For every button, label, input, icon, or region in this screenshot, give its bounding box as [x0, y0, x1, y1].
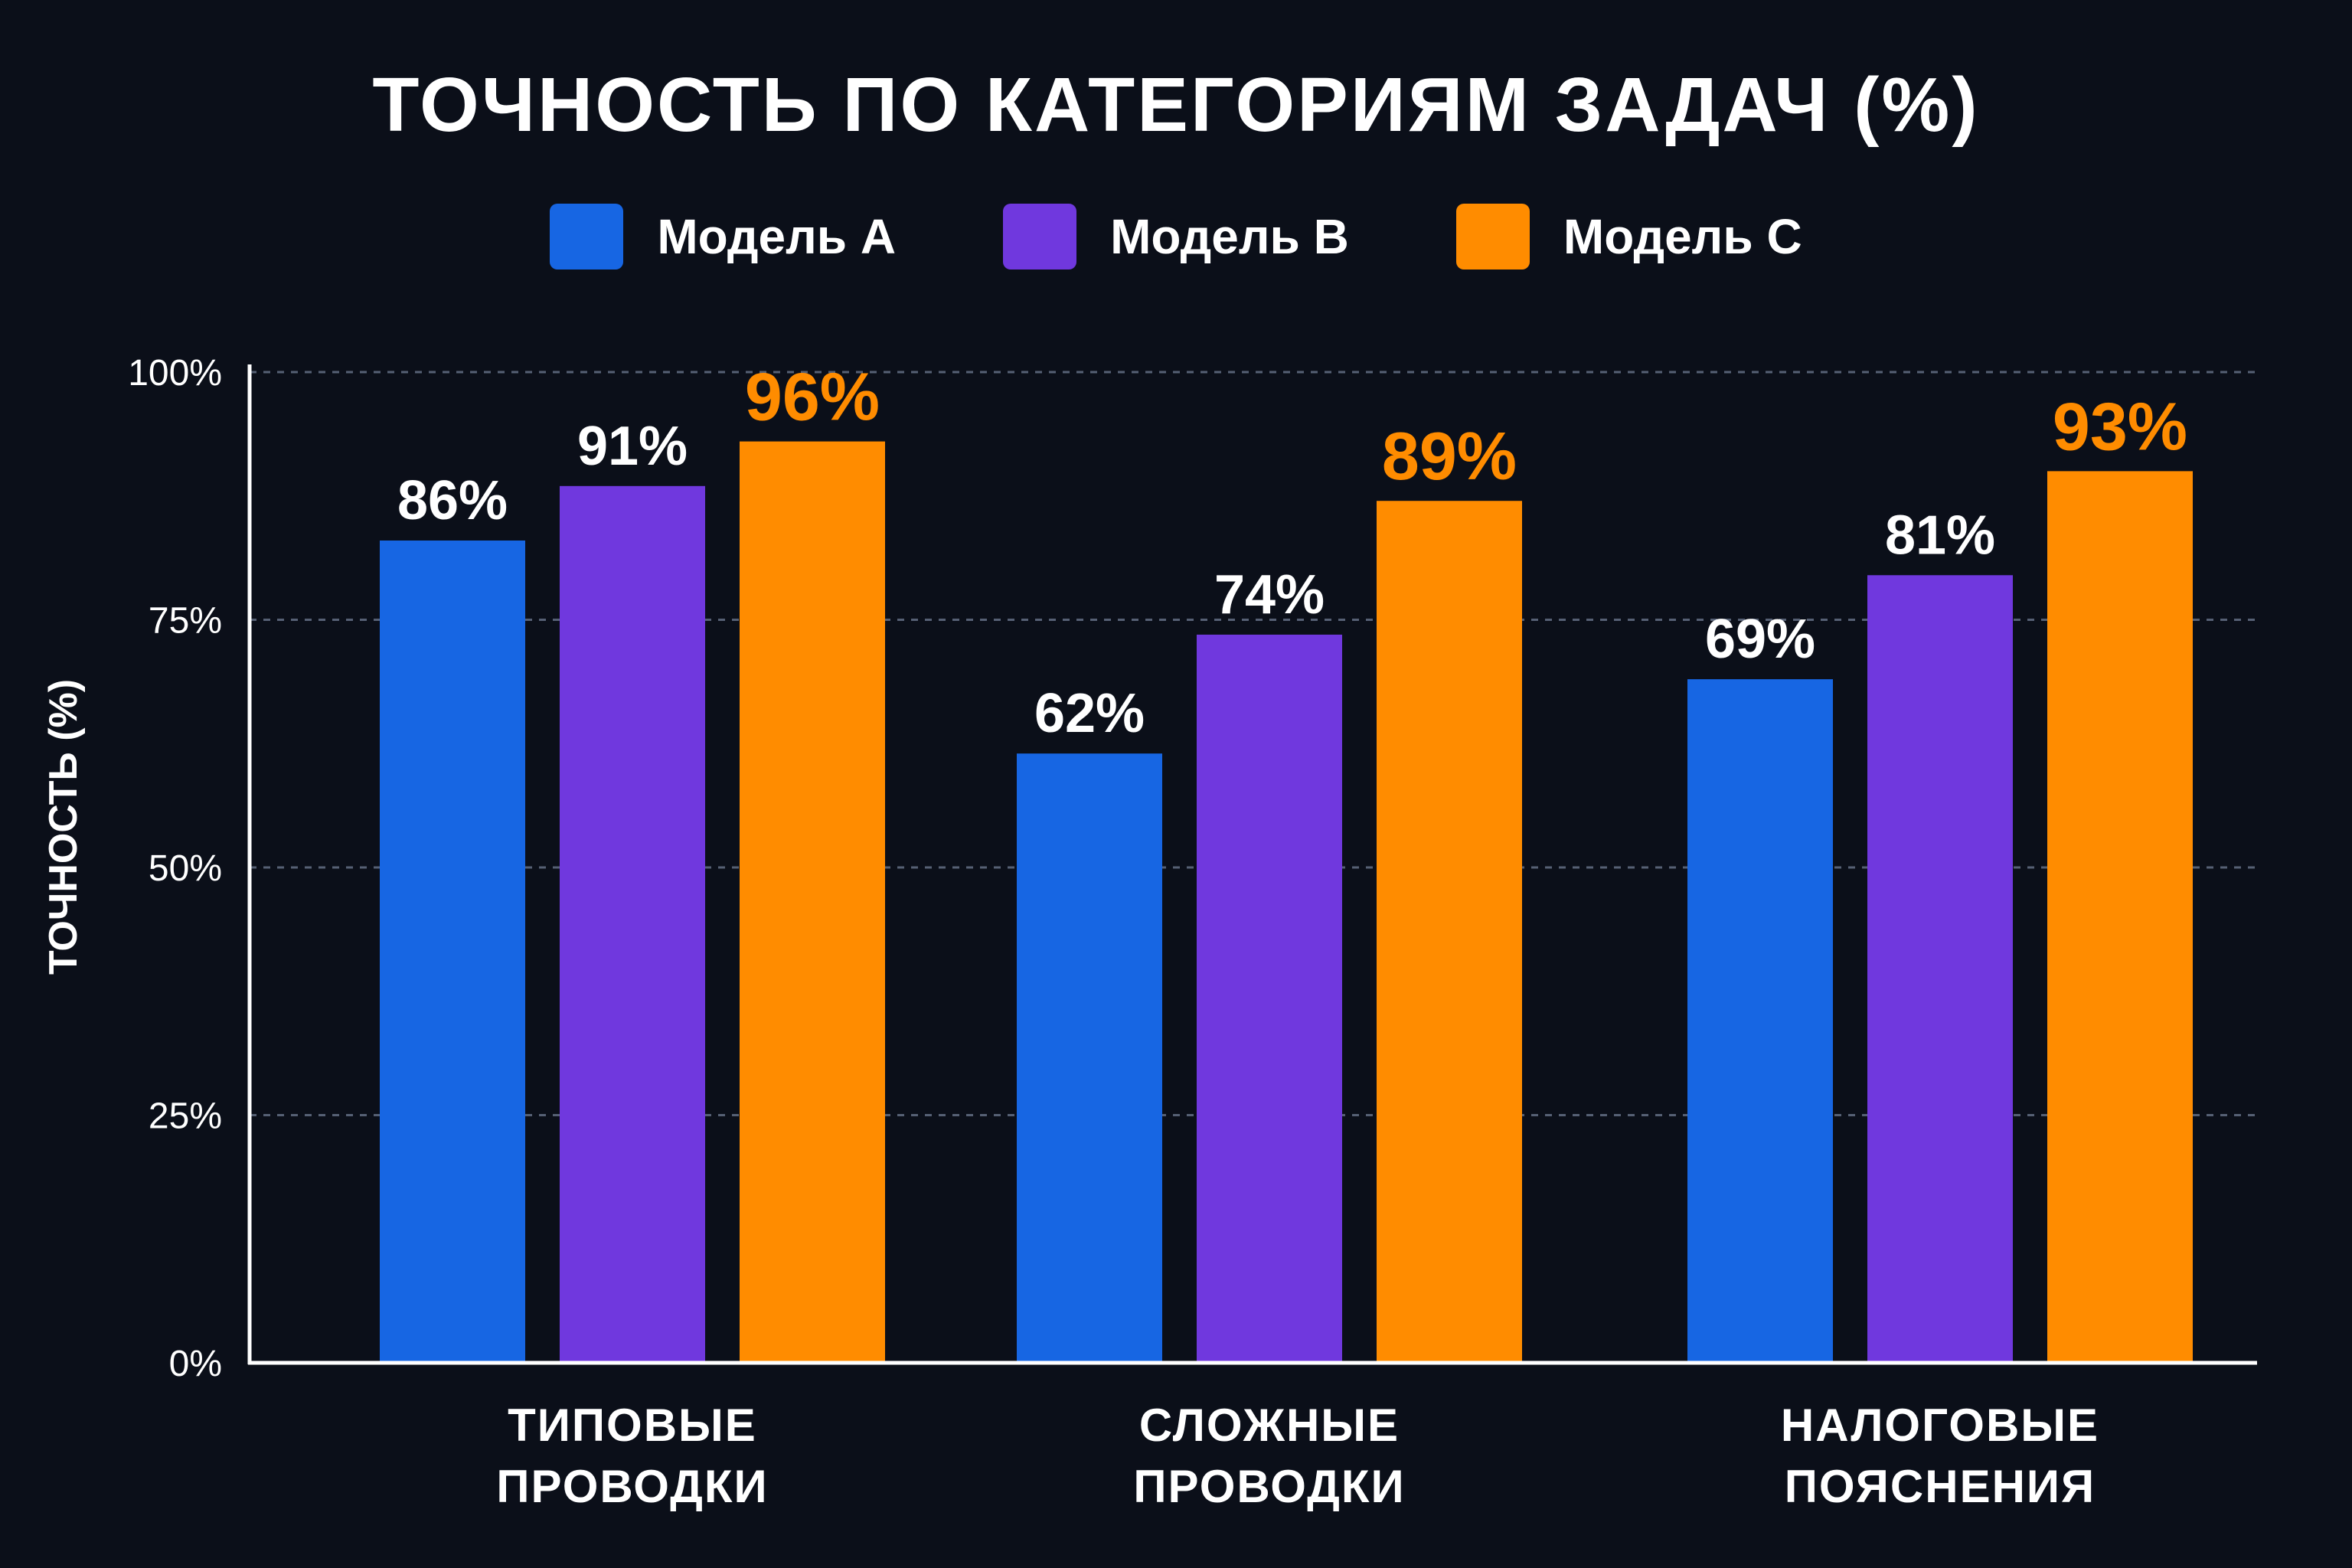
legend-label-model-a: Модель A	[657, 209, 897, 264]
legend-item-model-c: Модель C	[1455, 204, 1802, 270]
bar	[1197, 634, 1342, 1363]
bar	[560, 485, 705, 1363]
legend: Модель A Модель B Модель C	[0, 204, 2352, 270]
legend-swatch-model-c	[1455, 204, 1530, 270]
data-label: 89%	[1382, 418, 1517, 494]
x-tick-label: ТИПОВЫЕ	[508, 1400, 757, 1451]
bar	[1377, 501, 1522, 1363]
y-tick-label: 0%	[169, 1344, 222, 1384]
bar	[740, 441, 885, 1363]
legend-item-model-b: Модель B	[1003, 204, 1349, 270]
bar	[2047, 471, 2193, 1363]
legend-swatch-model-a	[550, 204, 624, 270]
bar	[380, 540, 525, 1363]
data-label: 93%	[2053, 388, 2187, 464]
x-tick-label: ПРОВОДКИ	[496, 1461, 768, 1512]
x-tick-label: СЛОЖНЫЕ	[1139, 1400, 1400, 1451]
y-tick-label: 75%	[149, 601, 222, 642]
bar	[1867, 575, 2013, 1363]
bar	[1687, 679, 1833, 1363]
legend-label-model-b: Модель B	[1110, 209, 1349, 264]
bar	[1017, 753, 1162, 1363]
y-tick-label: 100%	[128, 353, 222, 394]
data-label: 91%	[577, 416, 688, 477]
legend-swatch-model-b	[1003, 204, 1077, 270]
y-axis-title: ТОЧНОСТЬ (%)	[41, 679, 86, 975]
chart-title: ТОЧНОСТЬ ПО КАТЕГОРИЯМ ЗАДАЧ (%)	[372, 62, 1980, 148]
legend-label-model-c: Модель C	[1563, 209, 1802, 264]
y-tick-label: 25%	[149, 1096, 222, 1137]
data-label: 69%	[1705, 609, 1815, 670]
data-label: 74%	[1214, 564, 1325, 626]
data-label: 81%	[1885, 505, 1995, 566]
x-tick-label: ПОЯСНЕНИЯ	[1785, 1461, 2096, 1512]
y-tick-label: 50%	[149, 848, 222, 889]
x-tick-label: НАЛОГОВЫЕ	[1781, 1400, 2099, 1451]
data-label: 62%	[1034, 683, 1145, 744]
data-label: 86%	[397, 470, 508, 531]
legend-item-model-a: Модель A	[550, 204, 896, 270]
data-label: 96%	[745, 359, 880, 435]
x-tick-label: ПРОВОДКИ	[1133, 1461, 1405, 1512]
